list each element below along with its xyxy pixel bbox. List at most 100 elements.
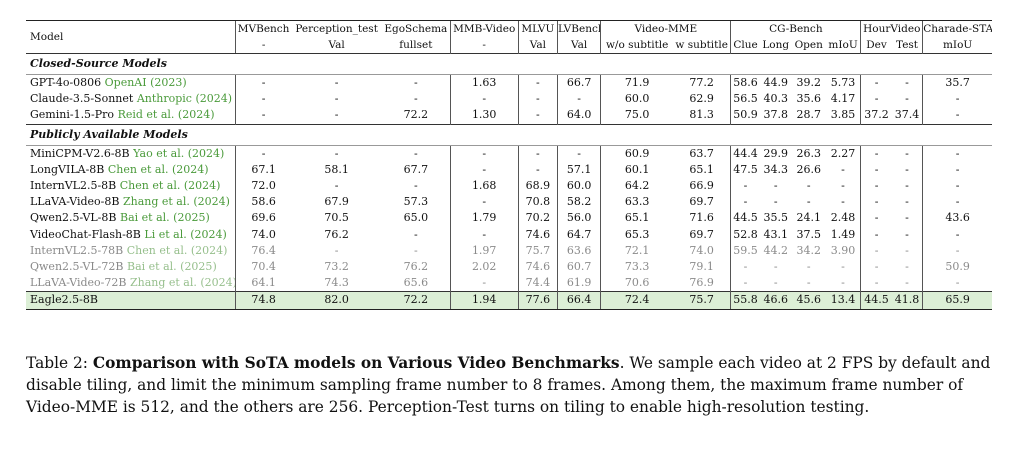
score-cell: - xyxy=(449,275,519,292)
citation: Zhang et al. ( xyxy=(129,276,205,290)
score-cell: 60.1 xyxy=(600,161,674,179)
score-cell: 29.9 xyxy=(763,146,788,160)
model-name: LLaVA-Video-8B xyxy=(30,195,120,209)
table-row: GPT-4o-0806 OpenAI (2023) - - -1.63-66.7 71.… xyxy=(26,74,992,92)
score-cell: 56.5 xyxy=(730,91,760,108)
benchmark-header: LVBench xyxy=(556,20,601,37)
score-cell: - xyxy=(413,76,418,89)
score-cell: - xyxy=(905,146,909,160)
score-cell: - xyxy=(730,275,760,292)
score-cell: 72.2 xyxy=(382,291,451,310)
score-cell: 79.1 xyxy=(689,260,714,274)
table-row: Qwen2.5-VL-8B Bai et al. (2025) 69.6 70.5 6… xyxy=(26,210,992,227)
caption-label: Table 2: xyxy=(26,354,93,372)
score-cell: - xyxy=(905,227,909,241)
score-cell: 44.9 xyxy=(763,76,788,89)
score-cell: 44.5 xyxy=(860,291,892,310)
score-cell: 39.2 xyxy=(796,76,821,89)
section-title: Publicly Available Models xyxy=(26,123,992,146)
score-cell: 37.2 xyxy=(860,107,892,125)
score-cell: 13.4 xyxy=(825,291,861,310)
score-cell: 3.90 xyxy=(830,243,856,257)
score-cell: - xyxy=(860,210,892,227)
model-name: Qwen2.5-VL-8B xyxy=(30,211,117,225)
score-cell: - xyxy=(860,145,892,162)
table-row: MiniCPM-V2.6-8B Yao et al. (2024) - - - - - -6… xyxy=(26,145,992,162)
score-cell: 45.6 xyxy=(791,291,826,310)
score-cell: 65.0 xyxy=(403,211,429,225)
score-cell: 70.2 xyxy=(517,210,558,227)
score-cell: 58.2 xyxy=(556,194,601,211)
score-cell: - xyxy=(905,211,909,225)
score-cell: 71.6 xyxy=(689,211,714,225)
score-cell: 70.8 xyxy=(517,194,558,211)
score-cell: 76.2 xyxy=(403,260,429,274)
model-name: InternVL2.5-78B xyxy=(30,243,124,257)
score-cell: 26.6 xyxy=(796,162,821,176)
score-cell: 66.4 xyxy=(556,291,601,310)
score-cell: 44.4 xyxy=(730,145,760,162)
score-cell: - xyxy=(334,92,339,106)
score-cell: 1.97 xyxy=(449,242,519,260)
score-cell: 72.2 xyxy=(403,108,429,122)
citation: 2025 xyxy=(177,211,206,225)
caption-text: . We sample each video at 2 FPS by defau… xyxy=(26,354,991,416)
results-table: Model MVBench Perception_test EgoSchema … xyxy=(26,20,992,310)
score-cell: 63.6 xyxy=(556,242,601,260)
score-cell: 46.6 xyxy=(759,291,792,310)
split-header: mIoU xyxy=(922,37,992,54)
split-header: Clue xyxy=(730,37,760,54)
score-cell: 1.94 xyxy=(449,291,519,310)
score-cell: 66.7 xyxy=(556,74,601,92)
split-header: Open xyxy=(794,39,823,51)
benchmark-header: EgoSchema xyxy=(382,20,451,37)
citation: ) xyxy=(233,276,236,289)
citation: Li et al. ( xyxy=(144,227,195,241)
citation: 2025 xyxy=(184,260,213,274)
citation: ) xyxy=(220,146,225,160)
score-cell: - xyxy=(730,178,760,195)
split-header: Val xyxy=(517,37,558,54)
model-name-cell: Qwen2.5-VL-8B Bai et al. (2025) xyxy=(26,210,236,226)
model-name: LongVILA-8B xyxy=(30,162,105,176)
citation: 2024 xyxy=(182,108,211,122)
benchmark-header: MMB-Video xyxy=(449,20,519,37)
score-cell: - xyxy=(922,161,992,179)
model-name: LLaVA-Video-72B xyxy=(30,276,127,290)
model-name-cell: MiniCPM-V2.6-8B Yao et al. (2024) xyxy=(26,145,236,162)
score-cell: - xyxy=(413,92,418,106)
citation: 2023 xyxy=(154,76,183,89)
score-cell: - xyxy=(517,74,558,92)
score-cell: 70.5 xyxy=(324,211,349,225)
score-cell: 75.0 xyxy=(600,107,674,125)
score-cell: 65.9 xyxy=(922,291,992,310)
score-cell: 74.3 xyxy=(324,276,349,290)
score-cell: - xyxy=(773,179,778,193)
score-cell: 1.68 xyxy=(449,178,519,195)
score-cell: 67.7 xyxy=(403,162,429,176)
score-cell: 64.1 xyxy=(235,275,292,292)
citation: ) xyxy=(225,195,230,209)
score-cell: 70.6 xyxy=(600,275,674,292)
score-cell: - xyxy=(922,275,992,292)
model-name: GPT-4o-0806 xyxy=(30,76,102,89)
citation: 2024 xyxy=(204,276,233,290)
citation: Bai et al. ( xyxy=(120,211,178,225)
benchmark-header: HourVideo xyxy=(860,20,923,37)
citation: ) xyxy=(227,92,233,106)
table-row: VideoChat-Flash-8B Li et al. (2024) 74.0 7… xyxy=(26,226,992,243)
score-cell: 59.5 xyxy=(730,242,760,260)
score-cell: - xyxy=(860,259,892,276)
score-cell: - xyxy=(730,259,760,276)
score-cell: - xyxy=(449,226,519,243)
model-name-cell: LongVILA-8B Chen et al. (2024) xyxy=(26,162,236,178)
split-header: Test xyxy=(896,39,919,51)
benchmark-header: Charade-STA xyxy=(922,20,992,37)
score-cell: - xyxy=(413,179,418,193)
score-cell: - xyxy=(860,242,892,260)
score-cell: - xyxy=(235,145,292,162)
model-name-cell: Qwen2.5-VL-72B Bai et al. (2025) xyxy=(26,259,236,275)
score-cell: - xyxy=(922,242,992,260)
citation: ) xyxy=(223,243,228,257)
score-cell: - xyxy=(235,74,292,92)
